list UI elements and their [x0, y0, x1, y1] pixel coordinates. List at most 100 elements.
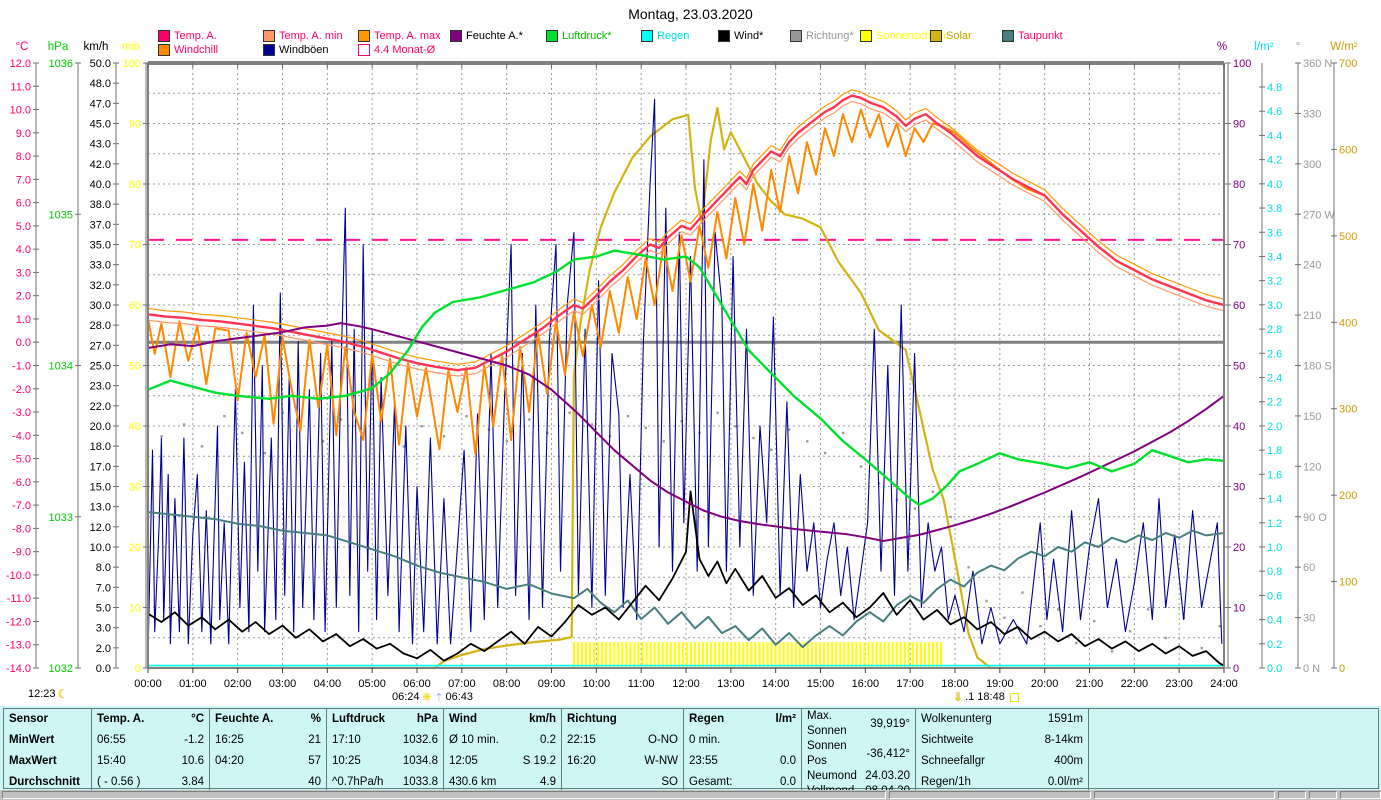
- info-cell: Wolkenunterg 1591m: [921, 713, 1083, 725]
- y-axis-tick-hPa: 1032: [49, 663, 73, 675]
- y-axis-tick-lm2: 4.0: [1267, 179, 1282, 191]
- legend-label: Feuchte A.*: [466, 30, 523, 42]
- y-axis-tick-lm2: 2.0: [1267, 421, 1282, 433]
- y-axis-tick-pct: 100: [1233, 58, 1251, 70]
- y-axis-tick-lm2: 4.6: [1267, 106, 1282, 118]
- y-axis-tick-kmh: 50.0: [90, 58, 111, 70]
- y-axis-tick-degC: -7.0: [12, 500, 31, 512]
- y-axis-tick-degC: -3.0: [12, 407, 31, 419]
- y-axis-tick-deg: 180 S: [1303, 361, 1332, 373]
- y-axis-tick-minax: 50: [129, 361, 141, 373]
- x-axis-label: 16:00: [852, 678, 880, 690]
- legend-label: Solar: [946, 30, 972, 42]
- x-axis-label: 00:00: [134, 678, 162, 690]
- info-cell: Regen/1h 0.0l/m²: [921, 776, 1083, 788]
- info-cell: Schneefallgr 400m: [921, 755, 1083, 767]
- y-axis-tick-lm2: 1.8: [1267, 445, 1282, 457]
- y-axis-tick-minax: 40: [129, 421, 141, 433]
- y-axis-tick-lm2: 1.2: [1267, 518, 1282, 530]
- y-axis-tick-hPa: 1035: [49, 209, 73, 221]
- sensor-table-strip: SensorMinWertMaxWertDurchschnitt23.03. 2…: [0, 706, 1381, 800]
- sunrise-marker: 06:24 ☀ ⇡ 06:43: [392, 690, 474, 704]
- table-cell: 17:10 1032.6: [332, 734, 438, 746]
- y-axis-tick-deg: 120: [1303, 461, 1321, 473]
- y-axis-tick-degC: 0.0: [16, 337, 31, 349]
- table-col-filler: [1089, 709, 1378, 800]
- y-axis-tick-kmh: 15.0: [90, 482, 111, 494]
- row-label: Durchschnitt: [9, 776, 80, 788]
- luftdruck-swatch-icon: [546, 30, 558, 42]
- x-axis-label: 21:00: [1076, 678, 1104, 690]
- y-axis-tick-wm2: 700: [1339, 58, 1357, 70]
- legend-label: Temp. A.: [174, 30, 217, 42]
- y-axis-tick-kmh: 43.0: [90, 139, 111, 151]
- y-axis-tick-lm2: 4.2: [1267, 155, 1282, 167]
- table-col-wind: Wind km/h Ø 10 min. 0.2 12:05 S 19.2 430.6 km 4…: [444, 709, 562, 800]
- moonset-arrow-icon: ⇡: [434, 691, 444, 704]
- y-axis-tick-deg: 240: [1303, 260, 1321, 272]
- sunrise-sun-icon: ☀: [421, 690, 433, 704]
- y-axis-tick-kmh: 18.0: [90, 441, 111, 453]
- solar-swatch-icon: [930, 30, 942, 42]
- axis-unit-degC: °C: [16, 41, 29, 53]
- table-col-luftdruck: Luftdruck hPa 17:10 1032.6 10:25 1034.8 ^0.7hP…: [327, 709, 444, 800]
- y-axis-tick-minax: 20: [129, 542, 141, 554]
- statusbar-segment-5: [1308, 791, 1337, 799]
- y-axis-tick-lm2: 3.6: [1267, 227, 1282, 239]
- y-axis-tick-lm2: 4.4: [1267, 130, 1282, 142]
- y-axis-tick-kmh: 40.0: [90, 179, 111, 191]
- y-axis-tick-minax: 70: [129, 240, 141, 252]
- legend-label: Taupunkt: [1018, 30, 1063, 42]
- x-axis-label: 03:00: [269, 678, 297, 690]
- y-axis-tick-degC: -14.0: [6, 663, 31, 675]
- table-header: Temp. A. °C: [97, 713, 204, 725]
- y-axis-tick-lm2: 3.0: [1267, 300, 1282, 312]
- info-cell: Sichtweite 8-14km: [921, 734, 1083, 746]
- y-axis-tick-kmh: 10.0: [90, 542, 111, 554]
- y-axis-tick-hPa: 1034: [49, 361, 73, 373]
- legend-label: Windchill: [174, 44, 219, 56]
- y-axis-tick-lm2: 3.8: [1267, 203, 1282, 215]
- y-axis-tick-minax: 100: [123, 58, 141, 70]
- row-label: MinWert: [9, 734, 55, 746]
- y-axis-tick-kmh: 5.0: [96, 603, 111, 615]
- y-axis-tick-pct: 50: [1233, 361, 1245, 373]
- windchill-swatch-icon: [158, 44, 170, 56]
- y-axis-tick-deg: 30: [1303, 613, 1315, 625]
- legend-item-wind: Wind*: [718, 30, 763, 42]
- info-cell: Neumond 24.03.20: [807, 770, 910, 782]
- y-axis-tick-kmh: 32.0: [90, 280, 111, 292]
- weather-chart[interactable]: 00:00 01:00 02:00 03:00 04:00 05:00 06:00 07:00…: [0, 0, 1381, 706]
- y-axis-tick-minax: 80: [129, 179, 141, 191]
- x-axis-label: 07:00: [448, 678, 476, 690]
- x-axis-label: 23:00: [1165, 678, 1193, 690]
- table-cell: Gesamt: 0.0: [689, 776, 796, 788]
- table-header: Regen l/m²: [689, 713, 796, 725]
- x-axis-label: 15:00: [807, 678, 835, 690]
- y-axis-tick-degC: -10.0: [6, 570, 31, 582]
- x-axis-label: 17:00: [896, 678, 924, 690]
- y-axis-tick-kmh: 20.0: [90, 421, 111, 433]
- y-axis-tick-lm2: 0.2: [1267, 639, 1282, 651]
- axis-unit-lm2: l/m²: [1254, 41, 1273, 53]
- info-cell: Max. Sonnen 39,919°: [807, 710, 910, 737]
- sensor-summary-table: SensorMinWertMaxWertDurchschnitt23.03. 2…: [3, 708, 1379, 800]
- sunset-square-icon: [1009, 692, 1019, 702]
- legend-item-temp-a-max: Temp. A. max: [358, 30, 441, 42]
- y-axis-tick-kmh: 27.0: [90, 340, 111, 352]
- y-axis-tick-deg: 300: [1303, 159, 1321, 171]
- legend-label: Luftdruck*: [562, 30, 612, 42]
- y-axis-tick-deg: 270 W: [1303, 209, 1335, 221]
- moon-icon: ☾: [57, 687, 69, 701]
- y-axis-tick-kmh: 47.0: [90, 98, 111, 110]
- table-header: Wind km/h: [449, 713, 556, 725]
- y-axis-tick-deg: 210: [1303, 310, 1321, 322]
- y-axis-tick-degC: -8.0: [12, 523, 31, 535]
- legend-item-luftdruck: Luftdruck*: [546, 30, 612, 42]
- x-axis-label: 12:00: [672, 678, 700, 690]
- y-axis-tick-pct: 70: [1233, 240, 1245, 252]
- legend-item-temp-a-min: Temp. A. min: [263, 30, 343, 42]
- richtung-swatch-icon: [790, 30, 802, 42]
- y-axis-tick-pct: 20: [1233, 542, 1245, 554]
